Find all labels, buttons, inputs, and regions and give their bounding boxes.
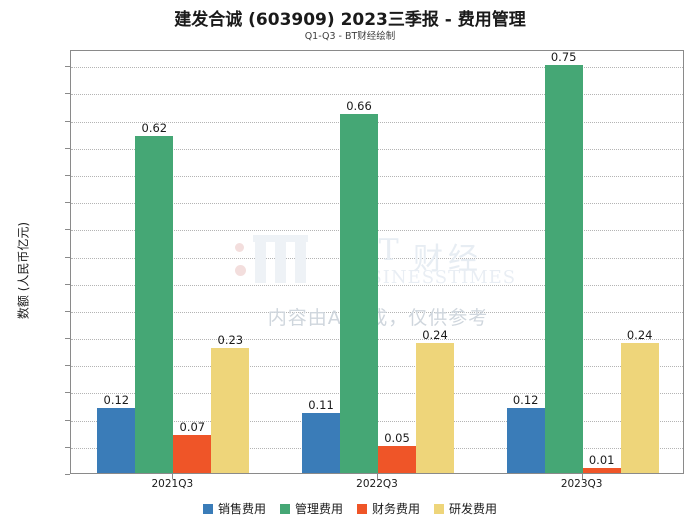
bar-value-label: 0.07 [179,419,206,434]
y-tick-mark [65,256,70,258]
bar[interactable] [506,407,545,473]
y-tick-mark [65,229,70,231]
y-tick-mark [65,283,70,285]
legend-item[interactable]: 管理费用 [279,500,343,517]
bar-value-label: 0.66 [346,99,372,114]
x-tick-mark [172,474,174,479]
x-tick-mark [377,474,378,479]
bar[interactable] [135,135,174,473]
y-tick-mark [65,147,70,149]
bar-value-label: 0.75 [550,50,577,65]
chart-title: 建发合诚 (603909) 2023三季报 - 费用管理 [174,10,526,30]
y-tick-mark [65,365,70,367]
legend-label: 财务费用 [372,502,421,516]
bar-value-label: 0.62 [141,120,168,135]
legend-swatch [434,503,445,514]
bar[interactable] [378,445,416,473]
legend-label: 管理费用 [294,502,343,516]
y-tick-mark [65,310,70,312]
bar-value-label: 0.24 [422,327,448,342]
legend-swatch [202,503,213,514]
bar[interactable] [211,347,250,473]
bar[interactable] [97,407,136,473]
y-tick-mark [65,419,70,421]
bar[interactable] [582,467,621,473]
legend: 销售费用 管理费用 财务费用 研发费用 [0,500,700,517]
bar[interactable] [302,413,340,473]
y-tick-mark [65,93,70,95]
y-axis-label: 数额 (人民币亿元) [16,221,31,320]
plot-area: B T 财经 BUSINESSTIMES 内容由AI生成，仅供参考 0.120.… [70,50,684,474]
bar-value-label: 0.12 [103,392,130,407]
gridline [71,94,683,96]
y-tick-mark [65,446,70,448]
bar-value-label: 0.24 [626,327,653,342]
chart-subtitle: Q1-Q3 - BT财经绘制 [304,31,396,42]
x-tick-label: 2021Q3 [151,478,194,490]
bar-value-label: 0.23 [217,332,244,347]
bar-value-label: 0.12 [512,392,539,407]
legend-swatch [357,503,367,514]
legend-item[interactable]: 销售费用 [202,500,266,517]
y-tick-mark [65,120,70,122]
legend-swatch [279,503,290,514]
x-tick-mark [581,474,583,479]
y-tick-mark [65,474,70,475]
y-tick-mark [65,66,70,68]
bar-value-label: 0.11 [308,398,334,413]
bar[interactable] [340,114,378,473]
legend-label: 销售费用 [217,502,266,516]
x-tick-label: 2023Q3 [560,478,603,490]
y-tick-mark [65,392,70,394]
bar[interactable] [173,434,212,473]
bar[interactable] [416,342,454,473]
y-tick-mark [65,338,70,340]
bar[interactable] [544,65,583,473]
y-tick-mark [65,175,70,177]
legend-item[interactable]: 研发费用 [434,500,497,517]
bar-value-label: 0.01 [588,452,615,467]
y-tick-mark [65,202,70,204]
legend-label: 研发费用 [449,502,498,516]
bar-value-label: 0.05 [384,430,410,445]
watermark-brand-cn: 财经 [413,242,483,277]
x-tick-label: 2022Q3 [356,478,398,490]
bt-logo-watermark: B T 财经 BUSINESSTIMES [229,233,529,297]
bar[interactable] [620,342,659,473]
gridline [71,67,683,69]
legend-item[interactable]: 财务费用 [357,500,420,517]
